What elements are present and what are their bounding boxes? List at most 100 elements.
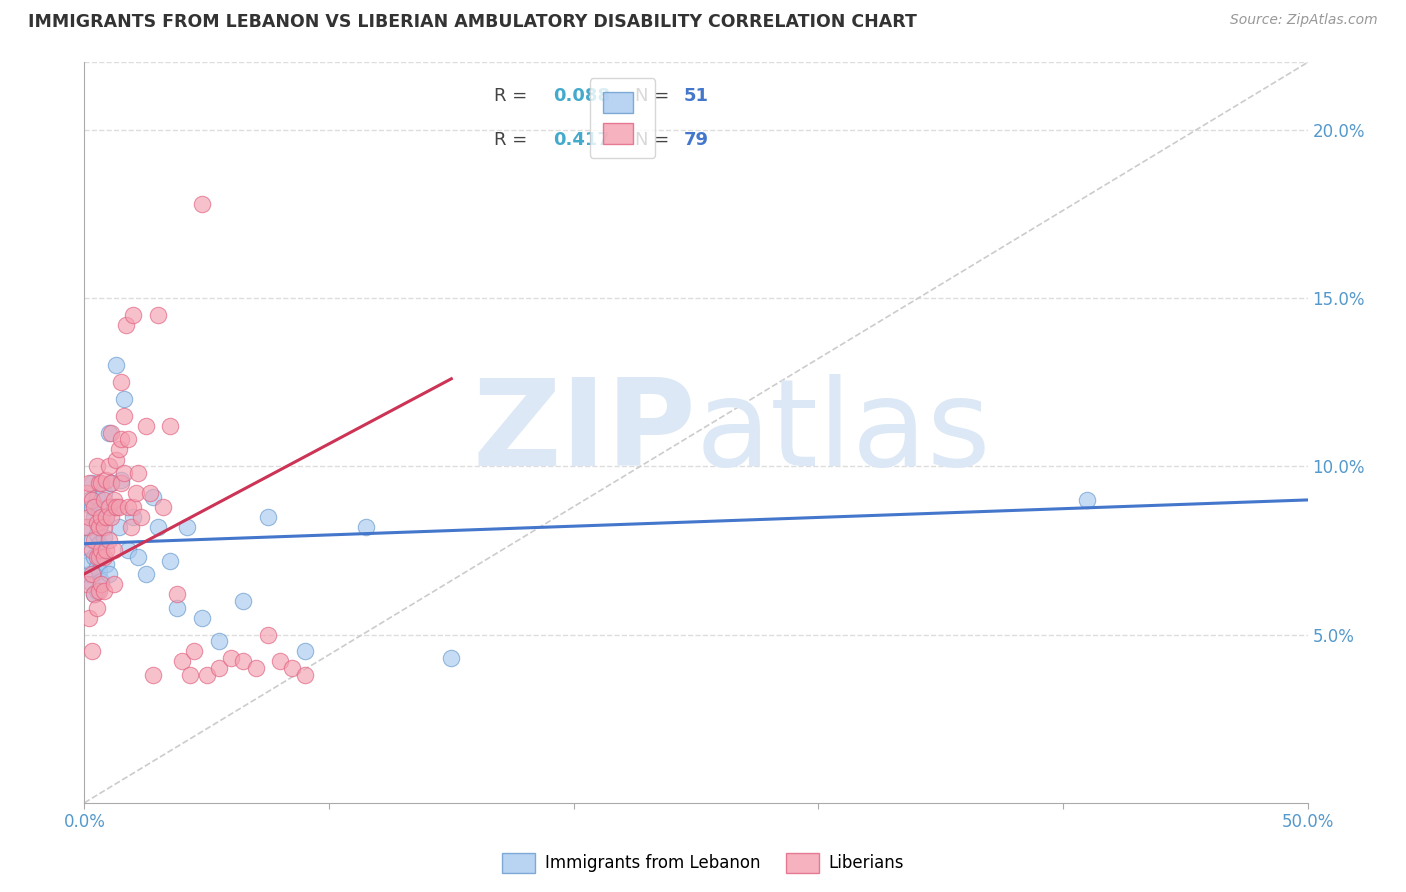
Point bbox=[90, 476, 112, 491]
Point bbox=[294, 644, 316, 658]
Point bbox=[86, 560, 108, 574]
Point bbox=[76, 543, 98, 558]
Point bbox=[80, 543, 103, 558]
Legend: Immigrants from Lebanon, Liberians: Immigrants from Lebanon, Liberians bbox=[495, 847, 911, 880]
Point bbox=[120, 520, 142, 534]
Point bbox=[87, 564, 110, 578]
Legend: , : , bbox=[591, 78, 655, 158]
Point bbox=[77, 566, 100, 581]
Point bbox=[103, 543, 125, 558]
Point bbox=[110, 375, 132, 389]
Point bbox=[110, 476, 132, 491]
Point bbox=[105, 500, 128, 514]
Point bbox=[83, 509, 105, 524]
Point bbox=[176, 520, 198, 534]
Point bbox=[139, 486, 162, 500]
Point bbox=[90, 516, 112, 531]
Point bbox=[93, 520, 115, 534]
Point bbox=[159, 418, 181, 433]
Point bbox=[87, 520, 110, 534]
Point bbox=[166, 587, 188, 601]
Point bbox=[100, 425, 122, 440]
Point bbox=[76, 486, 98, 500]
Point bbox=[232, 594, 254, 608]
Point bbox=[87, 476, 110, 491]
Point bbox=[269, 655, 291, 669]
Point bbox=[208, 661, 231, 675]
Point bbox=[77, 476, 100, 491]
Point bbox=[100, 476, 122, 491]
Point bbox=[80, 492, 103, 507]
Point bbox=[159, 553, 181, 567]
Point bbox=[135, 418, 157, 433]
Point bbox=[97, 566, 120, 581]
Point bbox=[117, 500, 139, 514]
Point bbox=[93, 583, 115, 598]
Point bbox=[105, 452, 128, 467]
Point bbox=[87, 536, 110, 550]
Point bbox=[93, 486, 115, 500]
Point bbox=[83, 550, 105, 565]
Point bbox=[83, 500, 105, 514]
Point bbox=[122, 308, 145, 322]
Point bbox=[146, 308, 169, 322]
Point bbox=[76, 577, 98, 591]
Point bbox=[80, 476, 103, 491]
Point bbox=[112, 392, 135, 406]
Point bbox=[97, 425, 120, 440]
Point bbox=[103, 577, 125, 591]
Point bbox=[77, 553, 100, 567]
Point bbox=[86, 583, 108, 598]
Point bbox=[122, 509, 145, 524]
Point bbox=[76, 520, 98, 534]
Point bbox=[93, 530, 115, 544]
Text: N =: N = bbox=[636, 87, 675, 104]
Point bbox=[112, 466, 135, 480]
Text: R =: R = bbox=[494, 131, 533, 149]
Point bbox=[86, 526, 108, 541]
Point bbox=[135, 566, 157, 581]
Point bbox=[90, 574, 112, 588]
Point bbox=[90, 543, 112, 558]
Point bbox=[86, 550, 108, 565]
Point bbox=[294, 668, 316, 682]
Text: Source: ZipAtlas.com: Source: ZipAtlas.com bbox=[1230, 13, 1378, 28]
Point bbox=[107, 520, 129, 534]
Point bbox=[103, 500, 125, 514]
Point bbox=[166, 600, 188, 615]
Point bbox=[142, 490, 165, 504]
Point bbox=[105, 359, 128, 373]
Point bbox=[80, 644, 103, 658]
Point bbox=[96, 557, 118, 571]
Point bbox=[208, 634, 231, 648]
Point bbox=[96, 473, 118, 487]
Point bbox=[152, 500, 174, 514]
Point bbox=[146, 520, 169, 534]
Point bbox=[87, 583, 110, 598]
Point bbox=[191, 610, 214, 624]
Point bbox=[117, 543, 139, 558]
Text: 0.088: 0.088 bbox=[553, 87, 610, 104]
Point bbox=[117, 433, 139, 447]
Point bbox=[77, 492, 100, 507]
Point bbox=[232, 655, 254, 669]
Point bbox=[86, 459, 108, 474]
Point bbox=[97, 459, 120, 474]
Point bbox=[257, 509, 280, 524]
Point bbox=[90, 577, 112, 591]
Text: 0.417: 0.417 bbox=[553, 131, 610, 149]
Point bbox=[103, 492, 125, 507]
Point bbox=[96, 509, 118, 524]
Point bbox=[90, 547, 112, 561]
Point bbox=[110, 433, 132, 447]
Point bbox=[86, 490, 108, 504]
Point bbox=[100, 476, 122, 491]
Point bbox=[257, 627, 280, 641]
Text: IMMIGRANTS FROM LEBANON VS LIBERIAN AMBULATORY DISABILITY CORRELATION CHART: IMMIGRANTS FROM LEBANON VS LIBERIAN AMBU… bbox=[28, 13, 917, 31]
Point bbox=[77, 610, 100, 624]
Point bbox=[97, 533, 120, 548]
Point bbox=[127, 466, 149, 480]
Point bbox=[142, 668, 165, 682]
Point bbox=[96, 509, 118, 524]
Point bbox=[90, 509, 112, 524]
